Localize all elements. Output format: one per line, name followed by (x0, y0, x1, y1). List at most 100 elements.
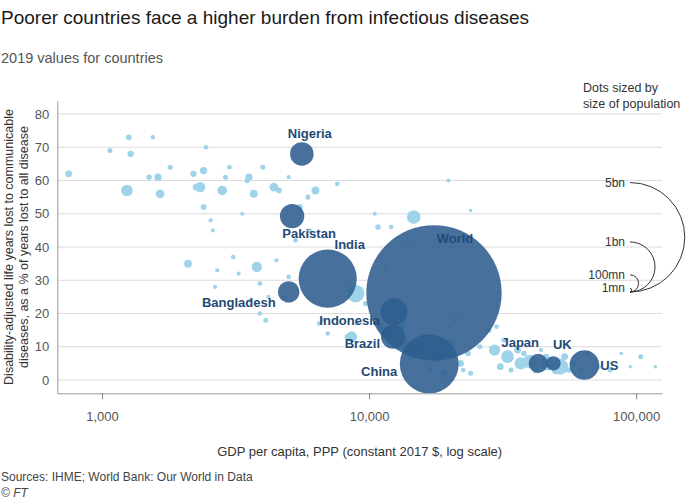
x-tick-mark (369, 393, 370, 399)
bubble (126, 134, 132, 140)
x-tick-label: 100,000 (613, 409, 660, 424)
x-tick-label: 10,000 (350, 409, 390, 424)
bubble (477, 344, 482, 349)
bubble (211, 228, 215, 232)
x-axis-line (58, 393, 663, 394)
point-label: Nigeria (288, 126, 333, 141)
bubble (245, 174, 252, 181)
x-tick-mark (102, 393, 103, 399)
title: Poorer countries face a higher burden fr… (1, 7, 529, 28)
y-tick-label: 50 (35, 206, 49, 221)
bubble (223, 175, 228, 180)
x-tick-label: 1,000 (86, 409, 119, 424)
y-tick-label: 80 (35, 107, 49, 122)
bubble (215, 268, 219, 272)
y-axis-title: diseases, as a % of years lost to all di… (17, 126, 31, 368)
bubble (231, 255, 236, 260)
bubble (200, 167, 207, 174)
bubble (546, 356, 560, 370)
point-labels: WorldIndiaChinaNigeriaPakistanBangladesh… (202, 126, 619, 379)
bubble (654, 365, 658, 369)
point-label: UK (553, 337, 572, 352)
bubble (290, 142, 314, 166)
bubble (258, 281, 263, 286)
x-axis: 1,000 10,000 100,000 (58, 393, 663, 423)
bubble (201, 204, 207, 210)
chart-container: Poorer countries face a higher burden fr… (0, 0, 700, 500)
size-legend: Dots sized bysize of population5bn1bn100… (583, 81, 685, 295)
bubble (195, 182, 205, 192)
bubble (190, 171, 196, 177)
bubble (151, 135, 156, 140)
bubble (305, 195, 310, 200)
bubble (286, 275, 291, 280)
x-tick: 1,000 (86, 393, 119, 423)
bubble (461, 368, 466, 373)
y-axis: 01020304050607080 (35, 101, 58, 394)
point-label: US (600, 358, 618, 373)
legend-title: Dots sized by (583, 81, 659, 95)
grid-line (57, 147, 662, 148)
y-tick: 60 (35, 173, 57, 188)
bubble (381, 325, 405, 349)
y-tick: 70 (35, 140, 57, 155)
bubble (146, 174, 151, 179)
bubble (325, 331, 330, 336)
y-tick-label: 20 (35, 306, 49, 321)
bubble (312, 187, 320, 195)
point-label: World (437, 231, 474, 246)
bubble (570, 350, 600, 380)
bubble (287, 175, 291, 179)
bubble (263, 318, 268, 323)
bubble (489, 344, 500, 355)
x-tick: 100,000 (613, 393, 660, 423)
bubble (128, 151, 134, 157)
bubble (258, 311, 263, 316)
legend-arc (630, 242, 655, 292)
bubble (213, 285, 217, 289)
bubble (381, 298, 408, 325)
bubble (280, 204, 304, 228)
points (65, 134, 657, 393)
x-tick: 10,000 (350, 393, 390, 423)
bubble (529, 354, 548, 373)
grid (57, 114, 662, 380)
bubble (501, 350, 514, 363)
bubble (628, 365, 632, 369)
point-label: Indonesia (319, 313, 380, 328)
y-tick: 10 (35, 339, 57, 354)
grid-line (57, 114, 662, 115)
bubble (373, 212, 377, 216)
legend-arc (630, 288, 632, 292)
bubble (250, 190, 258, 198)
y-axis-line (57, 101, 58, 394)
point-label: India (335, 237, 366, 252)
bubble (217, 186, 227, 196)
y-tick: 40 (35, 240, 57, 255)
legend-label: 100mn (588, 268, 625, 282)
bubble (274, 258, 278, 262)
point-label: Brazil (345, 336, 380, 351)
bubble (299, 249, 357, 307)
y-tick-label: 70 (35, 140, 49, 155)
bubble (209, 218, 213, 222)
bubble (400, 335, 459, 394)
x-axis-title: GDP per capita, PPP (constant 2017 $, lo… (217, 444, 502, 459)
bubble (184, 260, 192, 268)
bubble (375, 224, 380, 229)
y-tick-label: 60 (35, 173, 49, 188)
series (65, 134, 657, 376)
y-tick-label: 40 (35, 240, 49, 255)
legend-arc (630, 183, 685, 292)
legend-title: size of population (583, 97, 680, 111)
bubble (561, 353, 568, 360)
bubble (260, 165, 265, 170)
y-tick: 80 (35, 107, 57, 122)
credit: © FT (1, 486, 30, 500)
grid-line (57, 380, 662, 381)
y-axis-title: Disability-adjusted life years lost to c… (2, 109, 16, 385)
y-tick-label: 0 (42, 373, 49, 388)
bubble (407, 210, 421, 224)
bubble (494, 324, 499, 329)
bubble (638, 354, 643, 359)
